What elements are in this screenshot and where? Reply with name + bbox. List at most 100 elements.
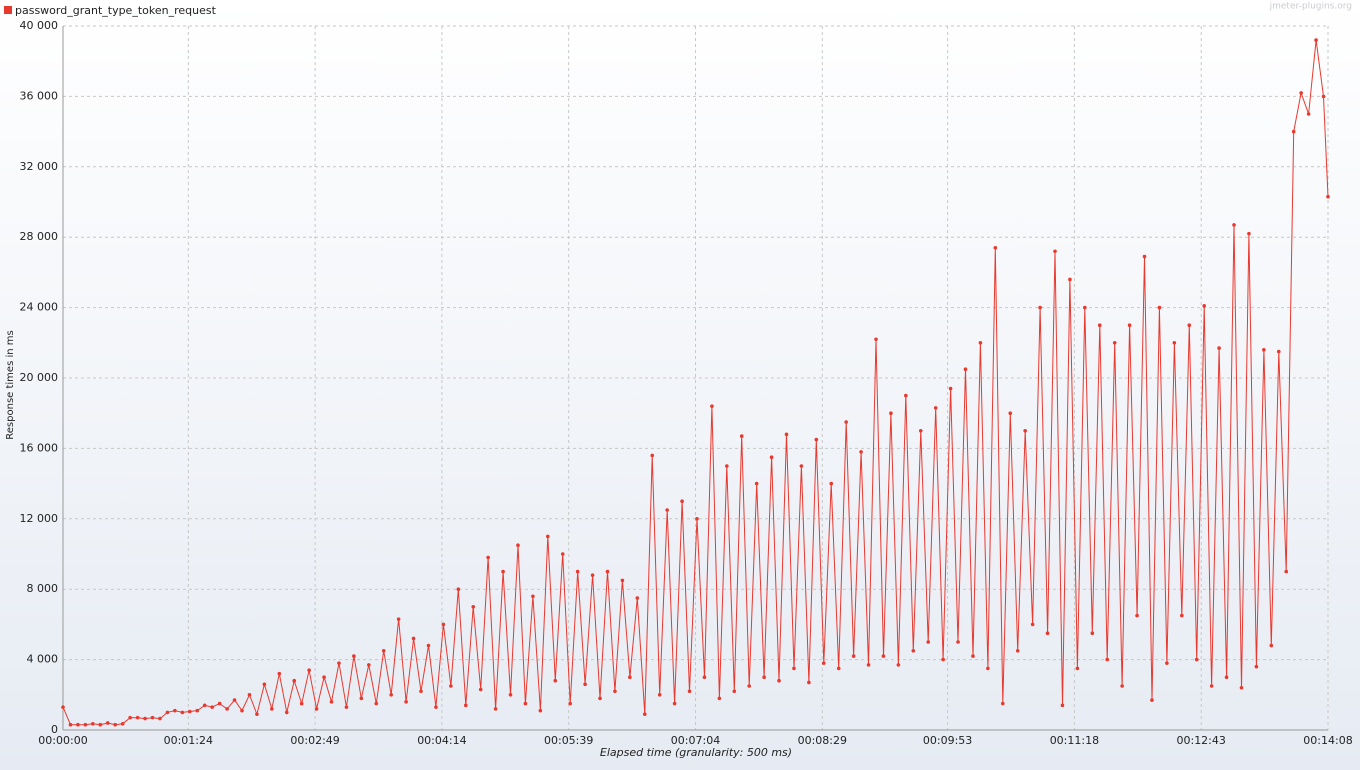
data-point (158, 716, 162, 721)
data-point (292, 678, 297, 683)
data-point (978, 341, 983, 345)
data-point (814, 437, 819, 442)
data-point (1105, 657, 1110, 662)
data-point (687, 689, 692, 694)
data-point (105, 721, 110, 725)
data-point (1291, 129, 1296, 134)
data-point (546, 534, 550, 539)
data-point (173, 708, 177, 713)
x-tick-label: 00:02:49 (290, 734, 339, 747)
data-point (463, 703, 468, 708)
data-point (680, 499, 684, 504)
data-point (389, 693, 393, 697)
y-tick-label: 4 000 (27, 653, 59, 666)
data-point (329, 700, 334, 704)
y-tick-label: 40 000 (20, 19, 59, 32)
x-tick-label: 00:09:53 (923, 734, 972, 747)
data-point (836, 666, 841, 671)
data-point (1008, 411, 1013, 416)
data-point (665, 508, 669, 512)
data-point (61, 705, 65, 709)
data-point (1247, 231, 1251, 236)
data-point (642, 712, 647, 716)
data-point (956, 640, 960, 644)
data-point (128, 715, 132, 720)
data-point (605, 569, 610, 574)
data-point (1075, 666, 1080, 671)
data-point (739, 434, 744, 438)
data-point (889, 411, 893, 416)
data-point (799, 464, 804, 468)
data-point (1269, 643, 1274, 648)
data-point (531, 594, 535, 599)
data-point (851, 654, 856, 658)
data-point (575, 569, 580, 574)
data-point (1097, 323, 1102, 328)
data-point (240, 708, 244, 713)
data-point (68, 722, 73, 727)
data-point (1306, 112, 1311, 116)
data-point (1030, 622, 1035, 627)
data-point (314, 707, 319, 711)
data-point (1090, 631, 1095, 635)
data-point (1187, 323, 1192, 328)
y-tick-label: 12 000 (20, 512, 59, 525)
data-point (1142, 254, 1147, 259)
data-point (993, 245, 998, 250)
data-point (560, 552, 565, 556)
data-point (1165, 661, 1169, 665)
data-point (1224, 675, 1229, 679)
data-point (98, 722, 103, 727)
data-point (628, 675, 632, 679)
data-point (76, 722, 80, 727)
data-point (255, 712, 259, 716)
data-point (344, 705, 349, 709)
data-point (180, 710, 185, 715)
data-point (1180, 613, 1184, 618)
data-point (91, 722, 95, 726)
watermark: jmeter-plugins.org (1269, 2, 1352, 12)
data-point (620, 578, 625, 583)
y-tick-label: 36 000 (20, 89, 59, 102)
data-point (471, 605, 476, 609)
data-point (367, 663, 371, 667)
data-point (1202, 304, 1206, 308)
data-point (963, 367, 968, 372)
x-tick-label: 00:01:24 (164, 734, 213, 747)
data-point (359, 696, 364, 701)
data-point (322, 675, 326, 679)
data-point (1068, 277, 1072, 282)
data-point (1232, 223, 1236, 227)
x-tick-label: 00:05:39 (544, 734, 593, 747)
data-point (523, 701, 528, 706)
data-point (501, 569, 505, 574)
data-point (590, 573, 595, 577)
data-point (1172, 341, 1177, 345)
x-tick-label: 00:00:00 (38, 734, 87, 747)
data-point (1038, 305, 1042, 310)
data-point (568, 701, 572, 706)
data-point (113, 722, 118, 727)
data-point (1209, 684, 1214, 688)
data-point (986, 666, 990, 671)
data-point (247, 693, 252, 697)
data-point (1060, 703, 1065, 708)
data-point (807, 680, 811, 685)
data-point (434, 705, 438, 709)
data-point (1254, 664, 1259, 669)
data-point (747, 684, 752, 688)
data-point (277, 671, 282, 676)
data-point (337, 661, 341, 665)
data-point (202, 703, 207, 708)
x-axis-label: Elapsed time (granularity: 500 ms) (600, 746, 792, 759)
data-point (217, 701, 222, 706)
data-point (702, 675, 707, 679)
data-point (449, 684, 453, 688)
y-tick-label: 20 000 (20, 371, 59, 384)
data-point (165, 710, 170, 715)
data-point (1194, 657, 1199, 662)
data-point (478, 687, 483, 692)
data-point (792, 666, 796, 671)
data-point (948, 386, 953, 391)
